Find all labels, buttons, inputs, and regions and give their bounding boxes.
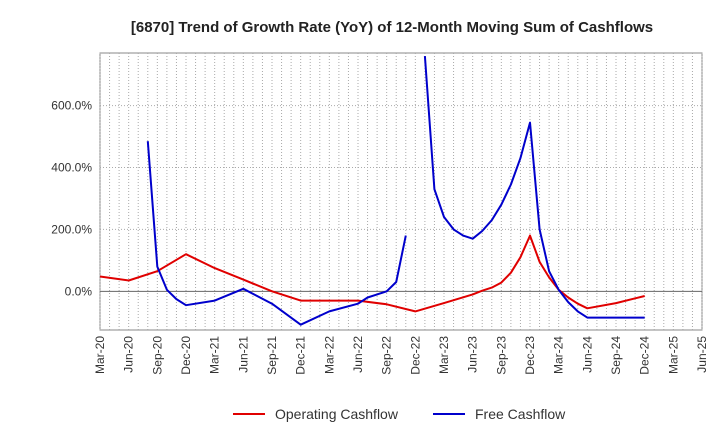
y-tick-label: 600.0% (51, 99, 92, 113)
x-tick-label: Mar-23 (437, 336, 451, 374)
x-tick-label: Jun-20 (122, 336, 136, 373)
x-tick-label: Mar-22 (322, 336, 336, 374)
x-tick-label: Dec-20 (179, 336, 193, 375)
series-line-free-cashflow (423, 56, 645, 319)
grid (99, 53, 703, 330)
legend: Operating Cashflow Free Cashflow (233, 406, 566, 422)
x-tick-label: Sep-22 (380, 336, 394, 375)
x-tick-label: Dec-22 (408, 336, 422, 375)
x-tick-label: Jun-25 (695, 336, 709, 373)
x-tick-label: Jun-24 (580, 336, 594, 373)
series-layer (99, 56, 645, 326)
x-tick-label: Mar-24 (552, 336, 566, 374)
y-axis-ticks: 0.0% 200.0% 400.0% 600.0% (51, 99, 92, 299)
x-tick-label: Dec-23 (523, 336, 537, 375)
x-tick-label: Dec-24 (638, 336, 652, 375)
legend-label-free-cashflow: Free Cashflow (475, 406, 566, 422)
chart-title: [6870] Trend of Growth Rate (YoY) of 12-… (131, 19, 653, 36)
series-line-operating-cashflow (99, 234, 645, 313)
series-line-free-cashflow (146, 141, 407, 326)
x-tick-label: Dec-21 (294, 336, 308, 375)
x-tick-label: Jun-21 (236, 336, 250, 373)
x-tick-label: Sep-23 (494, 336, 508, 375)
y-tick-label: 400.0% (51, 161, 92, 175)
x-tick-label: Jun-23 (466, 336, 480, 373)
y-tick-label: 0.0% (65, 284, 93, 298)
x-tick-label: Sep-20 (150, 336, 164, 375)
x-tick-label: Sep-21 (265, 336, 279, 375)
x-tick-label: Sep-24 (609, 336, 623, 375)
y-tick-label: 200.0% (51, 222, 92, 236)
x-axis-ticks: Mar-20 Jun-20 Sep-20 Dec-20 Mar-21 Jun-21 Sep-… (93, 336, 709, 375)
x-tick-label: Mar-21 (208, 336, 222, 374)
plot-area (99, 52, 703, 331)
legend-label-operating-cashflow: Operating Cashflow (275, 406, 399, 422)
x-tick-label: Jun-22 (351, 336, 365, 373)
x-tick-label: Mar-20 (93, 336, 107, 374)
x-tick-label: Mar-25 (666, 336, 680, 374)
